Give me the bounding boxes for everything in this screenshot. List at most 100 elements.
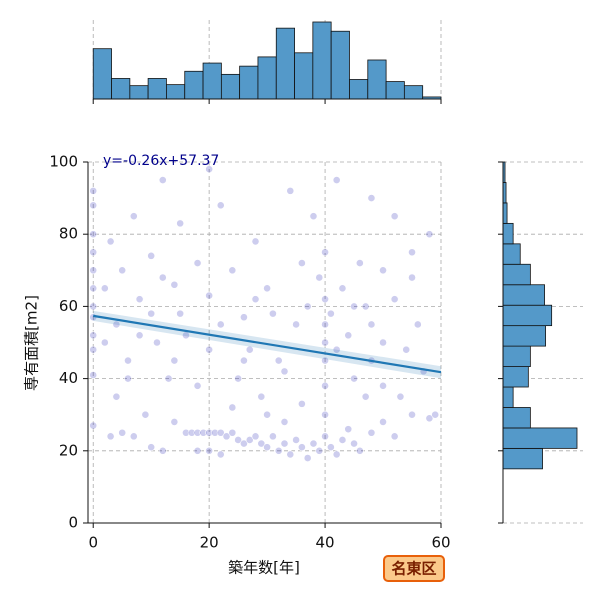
- hist-bar: [502, 243, 521, 265]
- point: [135, 331, 144, 340]
- y-tick-label: 80: [59, 225, 78, 243]
- point: [350, 439, 358, 448]
- point: [263, 410, 272, 419]
- point: [89, 302, 98, 311]
- point: [228, 403, 237, 412]
- point: [344, 331, 353, 340]
- point: [321, 356, 329, 365]
- point: [147, 443, 156, 452]
- point: [274, 356, 283, 365]
- point: [89, 421, 98, 430]
- y-tick-label: 20: [59, 441, 78, 459]
- point: [240, 313, 248, 322]
- hist-bar: [111, 78, 131, 100]
- point: [321, 248, 329, 257]
- point: [216, 428, 225, 437]
- hist-bar: [257, 56, 277, 100]
- point: [292, 436, 300, 444]
- point: [170, 280, 179, 289]
- annotation: y=-0.26x+57.37: [103, 153, 219, 169]
- point: [222, 432, 231, 441]
- y-tick-label: 100: [49, 153, 78, 171]
- hist-bar: [220, 73, 241, 100]
- point: [269, 309, 277, 318]
- point: [321, 381, 329, 390]
- point: [390, 212, 399, 221]
- point: [408, 273, 416, 282]
- point: [402, 345, 411, 354]
- point: [147, 309, 156, 318]
- hist-bar: [312, 21, 332, 100]
- point: [153, 338, 161, 347]
- point: [321, 432, 329, 441]
- hist-bar: [147, 78, 167, 100]
- hist-bar: [92, 48, 112, 100]
- point: [326, 443, 335, 452]
- point: [280, 367, 289, 376]
- point: [205, 165, 214, 174]
- point: [321, 320, 329, 329]
- point: [280, 418, 289, 426]
- point: [164, 374, 173, 383]
- point: [367, 428, 376, 437]
- point: [408, 410, 416, 419]
- hist-bar: [367, 59, 387, 100]
- point: [124, 374, 132, 383]
- point: [379, 266, 387, 275]
- point: [240, 356, 248, 365]
- point: [228, 266, 237, 275]
- point: [170, 418, 179, 426]
- hist-bar: [166, 84, 186, 100]
- point: [211, 428, 219, 437]
- x-tick-label: 40: [316, 534, 335, 552]
- point: [205, 428, 214, 437]
- point: [251, 295, 260, 304]
- point: [89, 201, 98, 210]
- point: [344, 425, 353, 434]
- point: [187, 428, 196, 437]
- point: [193, 381, 202, 390]
- point: [176, 219, 185, 228]
- hist-bar: [502, 407, 531, 429]
- point: [379, 338, 387, 347]
- point: [245, 345, 254, 354]
- point: [89, 266, 98, 275]
- point: [361, 392, 370, 401]
- point: [205, 345, 214, 354]
- point: [199, 428, 208, 437]
- point: [129, 212, 138, 221]
- point: [263, 284, 272, 293]
- point: [216, 201, 225, 210]
- point: [89, 284, 98, 293]
- point: [135, 295, 144, 304]
- regression-line: [93, 314, 442, 374]
- point: [158, 176, 167, 184]
- point: [315, 273, 324, 282]
- point: [118, 266, 127, 275]
- point: [112, 392, 121, 401]
- point: [425, 230, 434, 239]
- point: [205, 446, 214, 455]
- point: [240, 439, 248, 448]
- point: [326, 309, 335, 318]
- point: [216, 450, 225, 459]
- point: [338, 284, 347, 293]
- point: [245, 436, 254, 444]
- hist-bar: [403, 85, 424, 100]
- point: [321, 410, 329, 419]
- point: [350, 374, 358, 383]
- point: [413, 320, 422, 329]
- point: [321, 295, 329, 304]
- point: [89, 331, 98, 340]
- point: [425, 414, 434, 423]
- point: [129, 432, 138, 441]
- y-axis-label: 専有面積[m2]: [23, 295, 41, 391]
- point: [303, 302, 312, 311]
- hist-bar: [502, 345, 531, 367]
- point: [193, 259, 202, 267]
- point: [361, 302, 370, 311]
- point: [112, 320, 121, 329]
- point: [251, 237, 260, 246]
- point: [390, 432, 399, 441]
